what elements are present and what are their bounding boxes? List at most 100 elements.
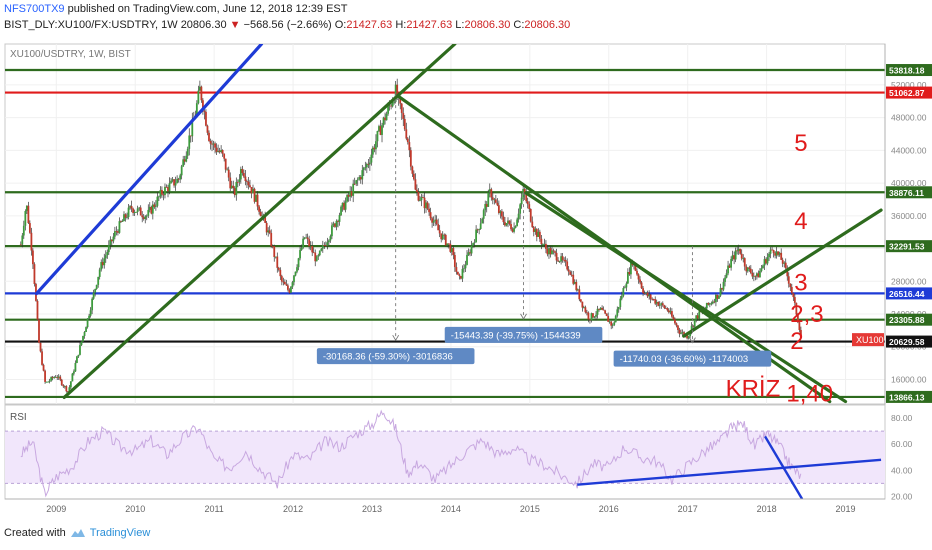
candle-body — [654, 299, 657, 304]
candle-body — [44, 370, 46, 382]
candle-body — [97, 276, 100, 285]
candle-body — [358, 177, 361, 180]
candle-body — [616, 309, 619, 316]
price-tick-label: 44000.00 — [891, 145, 927, 155]
candle-body — [215, 147, 218, 152]
candle-body — [601, 307, 603, 310]
candle-body — [276, 256, 279, 268]
candle-body — [511, 229, 514, 232]
measure-label: -15443.39 (-39.75%) -1544339 — [451, 330, 581, 341]
candle-body — [663, 305, 666, 308]
candle-body — [343, 202, 345, 210]
level-tag-label: 53818.18 — [889, 66, 925, 76]
candle-body — [318, 250, 321, 256]
candle-body — [450, 247, 453, 252]
candle-body — [305, 237, 308, 239]
candle-body — [150, 206, 153, 214]
candle-body — [516, 219, 518, 227]
candle-body — [45, 381, 48, 383]
candle-body — [271, 246, 274, 248]
candle-body — [769, 249, 772, 254]
candle-body — [246, 181, 248, 182]
candle-body — [112, 236, 115, 242]
candle-body — [25, 205, 28, 212]
candle-body — [441, 234, 444, 240]
tradingview-link[interactable]: TradingView — [89, 527, 151, 539]
candle-body — [734, 250, 737, 260]
candle-body — [756, 273, 758, 276]
candle-body — [80, 341, 83, 346]
candle-body — [98, 269, 101, 277]
axis-bg — [885, 44, 932, 499]
candle-body — [523, 189, 526, 194]
candle-body — [144, 216, 147, 219]
level-tag-label: 32291.53 — [889, 242, 925, 252]
candle-body — [324, 245, 327, 247]
candle-body — [242, 173, 245, 177]
candle-body — [221, 150, 224, 154]
candle-body — [771, 249, 773, 251]
candle-body — [725, 273, 728, 278]
candle-body — [481, 218, 484, 224]
annotation-label: KRİZ — [726, 376, 781, 403]
candle-body — [274, 256, 277, 258]
candle-body — [590, 313, 593, 321]
candle-body — [202, 100, 204, 111]
candle-body — [765, 259, 767, 264]
candle-body — [695, 315, 698, 320]
candle-body — [739, 248, 742, 254]
candle-body — [317, 255, 320, 257]
candle-body — [265, 222, 268, 233]
candle-body — [368, 162, 371, 165]
price-axis: 16000.0020000.0024000.0028000.0032000.00… — [852, 44, 932, 499]
candle-body — [320, 248, 323, 251]
candle-body — [378, 126, 380, 131]
candle-body — [619, 298, 622, 308]
candle-body — [661, 303, 664, 306]
candle-body — [171, 179, 174, 181]
candle-body — [341, 202, 344, 207]
year-tick-label: 2015 — [520, 504, 540, 514]
candle-body — [349, 191, 352, 197]
open-value: 21427.63 — [346, 19, 393, 31]
candle-body — [399, 96, 402, 104]
candle-body — [218, 150, 221, 152]
annotation-label: 5 — [794, 130, 807, 157]
candle-body — [331, 225, 333, 237]
candle-body — [391, 102, 394, 107]
candle-body — [419, 200, 421, 202]
time-axis: 2009 2010 2011 2012 2013 2014 2015 2016 2017 2018… — [5, 498, 885, 514]
candle-body — [259, 211, 262, 217]
candle-body — [414, 179, 417, 190]
candle-body — [517, 213, 520, 220]
candle-body — [795, 302, 798, 315]
candle-body — [444, 234, 447, 246]
candle-body — [306, 237, 309, 240]
candle-body — [148, 206, 151, 210]
candle-body — [564, 259, 567, 262]
candle-body — [268, 230, 271, 233]
candle-body — [130, 206, 133, 209]
candle-body — [713, 301, 716, 303]
candle-body — [95, 284, 98, 289]
candle-body — [572, 274, 575, 284]
candle-body — [118, 221, 121, 233]
year-tick-label: 2016 — [599, 504, 619, 514]
candle-body — [129, 206, 131, 208]
candle-body — [145, 215, 148, 217]
candle-body — [303, 237, 306, 239]
author-link[interactable]: NFS700TX9 — [4, 3, 65, 15]
candle-body — [388, 105, 391, 107]
trend-lines-layer — [34, 44, 883, 404]
candle-body — [27, 205, 30, 224]
candle-body — [24, 211, 27, 226]
annotation-label: 4 — [794, 208, 807, 235]
candle-body — [469, 252, 471, 254]
rsi-tick-label: 60.00 — [891, 439, 913, 449]
level-tag-label: 13866.13 — [889, 392, 925, 402]
candle-body — [109, 239, 112, 246]
grid-layer: XU100/USDTRY, 1W, BIST — [4, 43, 886, 499]
candle-body — [745, 266, 748, 272]
candle-body — [664, 307, 667, 309]
candle-body — [308, 239, 311, 247]
